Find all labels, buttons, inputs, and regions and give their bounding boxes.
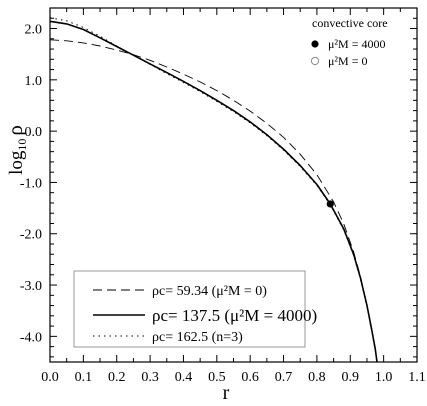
series-line-dashed <box>49 39 378 363</box>
x-tick-label: 0.0 <box>41 370 59 385</box>
ticks <box>49 7 418 362</box>
inset-legend-item-0: μ²M = 4000 <box>328 37 385 51</box>
x-tick-label: 0.7 <box>275 370 293 385</box>
y-tick-label: -2.0 <box>20 228 42 243</box>
y-axis-label: log10 ρ <box>3 125 29 175</box>
x-tick-label: 1.1 <box>408 370 426 385</box>
filled-circle-icon <box>311 40 319 48</box>
y-axis-label-symbol: ρ <box>3 125 27 135</box>
x-tick-label: 1.0 <box>375 370 393 385</box>
series-line-solid <box>49 20 378 363</box>
x-axis-label: r <box>223 382 230 404</box>
x-tick-label: 0.1 <box>75 370 93 385</box>
y-tick-label: 0.0 <box>25 125 43 140</box>
svg-text:log10ρ: log10 ρ <box>3 125 29 175</box>
open-circle-icon <box>310 56 320 66</box>
inset-legend: convective core μ²M = 4000 μ²M = 0 <box>310 16 388 68</box>
x-tick-label: 0.2 <box>108 370 126 385</box>
x-tick-label: 0.5 <box>208 370 226 385</box>
y-tick-label: -3.0 <box>20 279 42 294</box>
x-tick-label: 0.8 <box>308 370 326 385</box>
inset-legend-item-1: μ²M = 0 <box>328 54 367 68</box>
legend-label-dotted: ρc= 162.5 (n=3) <box>152 330 243 345</box>
convective-core-marker <box>326 200 334 208</box>
tick-labels: 0.0 0.1 0.2 0.3 0.4 0.5 0.6 0.7 0.8 0.9 1.0 1.1 2.0 1… <box>20 23 426 385</box>
series-layer <box>49 17 378 363</box>
x-tick-label: 0.9 <box>342 370 360 385</box>
series-legend-box <box>73 270 306 348</box>
y-tick-label: 1.0 <box>25 74 43 89</box>
inset-legend-title: convective core <box>312 16 388 30</box>
x-tick-label: 0.4 <box>175 370 193 385</box>
series-legend: ρc= 59.34 (μ²M = 0) ρc= 137.5 (μ²M = 400… <box>73 270 317 348</box>
y-tick-label: 2.0 <box>25 23 43 38</box>
y-axis-label-main: log <box>6 150 27 175</box>
legend-label-dashed: ρc= 59.34 (μ²M = 0) <box>152 284 267 299</box>
y-tick-label: -1.0 <box>20 176 42 191</box>
x-tick-label: 0.6 <box>241 370 259 385</box>
legend-label-solid: ρc= 137.5 (μ²M = 4000) <box>152 306 317 325</box>
x-tick-label: 0.3 <box>141 370 159 385</box>
y-tick-label: -4.0 <box>20 330 42 345</box>
y-axis-label-subscript: 10 <box>15 139 29 151</box>
